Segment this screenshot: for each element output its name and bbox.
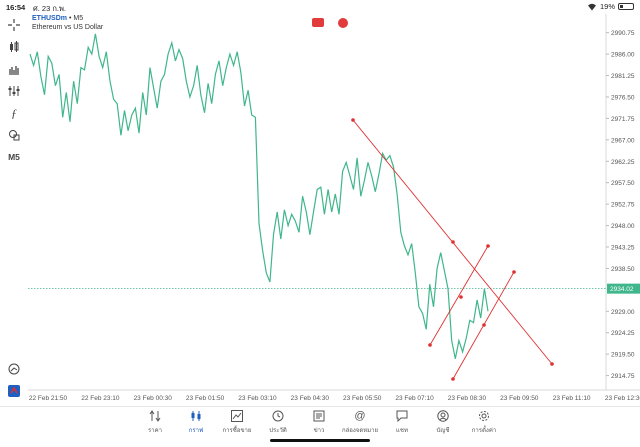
y-tick-label: 2976.50 <box>611 94 635 101</box>
y-tick-label: 2929.00 <box>611 309 635 316</box>
trendline-anchor-point <box>486 244 490 248</box>
status-time: 16:54 <box>6 3 26 12</box>
trendline-anchor-point <box>512 270 516 274</box>
tab-label: ข่าว <box>313 428 325 434</box>
x-tick-label: 23 Feb 07:10 <box>395 395 434 402</box>
tab-news[interactable]: ข่าว <box>297 410 341 435</box>
status-right: 19% <box>587 2 634 11</box>
y-tick-label: 2967.00 <box>611 137 635 144</box>
news-icon <box>313 410 325 422</box>
y-tick-label: 2952.75 <box>611 202 635 209</box>
trade-icon <box>231 410 243 422</box>
mailbox-icon: @ <box>354 410 366 422</box>
trendline-anchor-point <box>428 343 432 347</box>
tab-mailbox[interactable]: @ กล่องจดหมาย <box>338 410 382 435</box>
battery-percent: 19% <box>599 2 615 11</box>
legend-symbol: ETHUSDm <box>32 15 68 22</box>
x-tick-label: 22 Feb 21:50 <box>29 395 68 402</box>
shapes-icon[interactable] <box>5 126 23 144</box>
trendline-anchor-point <box>459 295 463 299</box>
tab-label: บัญชี <box>436 428 450 434</box>
speedometer-icon[interactable] <box>5 360 23 378</box>
trendline-anchor-point <box>550 362 554 366</box>
y-tick-label: 2962.25 <box>611 159 635 166</box>
status-bar: 16:54 ศ. 23 ก.พ. 19% <box>0 0 640 14</box>
chart-legend: ETHUSDm • M5 Ethereum vs US Dollar <box>32 15 104 31</box>
x-tick-label: 23 Feb 04:30 <box>291 395 330 402</box>
x-tick-label: 23 Feb 00:30 <box>134 395 173 402</box>
y-tick-label: 2957.50 <box>611 180 635 187</box>
trendline-anchor-point <box>351 118 355 122</box>
tab-label: ประวัติ <box>269 428 287 434</box>
tab-chat[interactable]: แชท <box>380 410 424 435</box>
chat-icon <box>396 410 408 422</box>
tab-settings[interactable]: การตั้งค่า <box>462 410 506 435</box>
tab-label: กราฟ <box>188 428 204 434</box>
account-icon <box>437 410 449 422</box>
y-tick-label: 2986.00 <box>611 52 635 59</box>
y-tick-label: 2914.75 <box>611 373 635 380</box>
tab-label: การตั้งค่า <box>471 428 497 434</box>
x-tick-label: 22 Feb 23:10 <box>81 395 120 402</box>
indicators-icon[interactable] <box>5 82 23 100</box>
x-tick-label: 23 Feb 11:10 <box>553 395 591 402</box>
tab-label: แชท <box>396 428 408 434</box>
legend-description: Ethereum vs US Dollar <box>32 24 104 31</box>
left-toolbar: ƒ M5 <box>0 14 28 406</box>
quotes-icon <box>149 410 161 422</box>
trendline-anchor-point <box>451 240 455 244</box>
symbol-flags <box>312 18 348 28</box>
eth-flag-icon <box>312 18 324 27</box>
tab-chart[interactable]: กราฟ <box>174 410 218 435</box>
status-date: ศ. 23 ก.พ. <box>33 4 67 13</box>
y-tick-label: 2981.25 <box>611 73 635 80</box>
x-tick-label: 23 Feb 08:30 <box>448 395 487 402</box>
y-tick-label: 2948.00 <box>611 223 635 230</box>
y-tick-label: 2924.25 <box>611 330 635 337</box>
settings-icon <box>479 411 489 421</box>
x-tick-label: 23 Feb 09:50 <box>500 395 539 402</box>
wifi-icon <box>587 3 596 10</box>
function-icon[interactable]: ƒ <box>11 105 17 120</box>
tab-trade[interactable]: การซื้อขาย <box>215 410 259 435</box>
x-tick-label: 23 Feb 03:10 <box>238 395 277 402</box>
trendline-anchor-point <box>451 377 455 381</box>
y-tick-label: 2943.25 <box>611 244 635 251</box>
x-tick-label: 23 Feb 01:50 <box>186 395 225 402</box>
legend-timeframe: M5 <box>73 15 84 22</box>
x-tick-label: 23 Feb 12:30 <box>605 395 640 402</box>
y-tick-label: 2971.75 <box>611 116 635 123</box>
tab-label: การซื้อขาย <box>222 428 252 434</box>
bars-icon[interactable] <box>5 60 23 78</box>
trendline-drawing <box>429 245 489 346</box>
y-tick-label: 2919.50 <box>611 352 635 359</box>
y-tick-label: 2938.50 <box>611 266 635 273</box>
tab-account[interactable]: บัญชี <box>421 410 465 435</box>
current-price-tag <box>607 283 640 294</box>
home-indicator <box>270 439 370 442</box>
history-icon <box>272 410 284 422</box>
candles-icon[interactable] <box>5 38 23 56</box>
trendline-anchor-point <box>482 323 486 327</box>
usd-flag-icon <box>338 18 348 28</box>
chart-icon <box>191 411 201 421</box>
broker-logo-icon[interactable] <box>5 382 23 400</box>
x-tick-label: 23 Feb 05:50 <box>343 395 382 402</box>
tab-quotes[interactable]: ราคา <box>133 410 177 435</box>
tab-history[interactable]: ประวัติ <box>256 410 300 435</box>
current-price-label: 2934.02 <box>610 286 634 293</box>
price-series-line <box>29 33 489 359</box>
timeframe-label[interactable]: M5 <box>8 152 20 162</box>
y-tick-label: 2990.75 <box>611 30 635 37</box>
battery-icon <box>618 3 634 10</box>
tab-label: ราคา <box>148 428 162 434</box>
price-chart[interactable]: 2990.75 2986.00 2981.25 2976.50 2971.75 2967.… <box>28 14 640 406</box>
crosshair-icon[interactable] <box>5 16 23 34</box>
tab-label: กล่องจดหมาย <box>341 428 379 434</box>
chart-svg[interactable]: 2990.75 2986.00 2981.25 2976.50 2971.75 2967.… <box>28 14 640 406</box>
